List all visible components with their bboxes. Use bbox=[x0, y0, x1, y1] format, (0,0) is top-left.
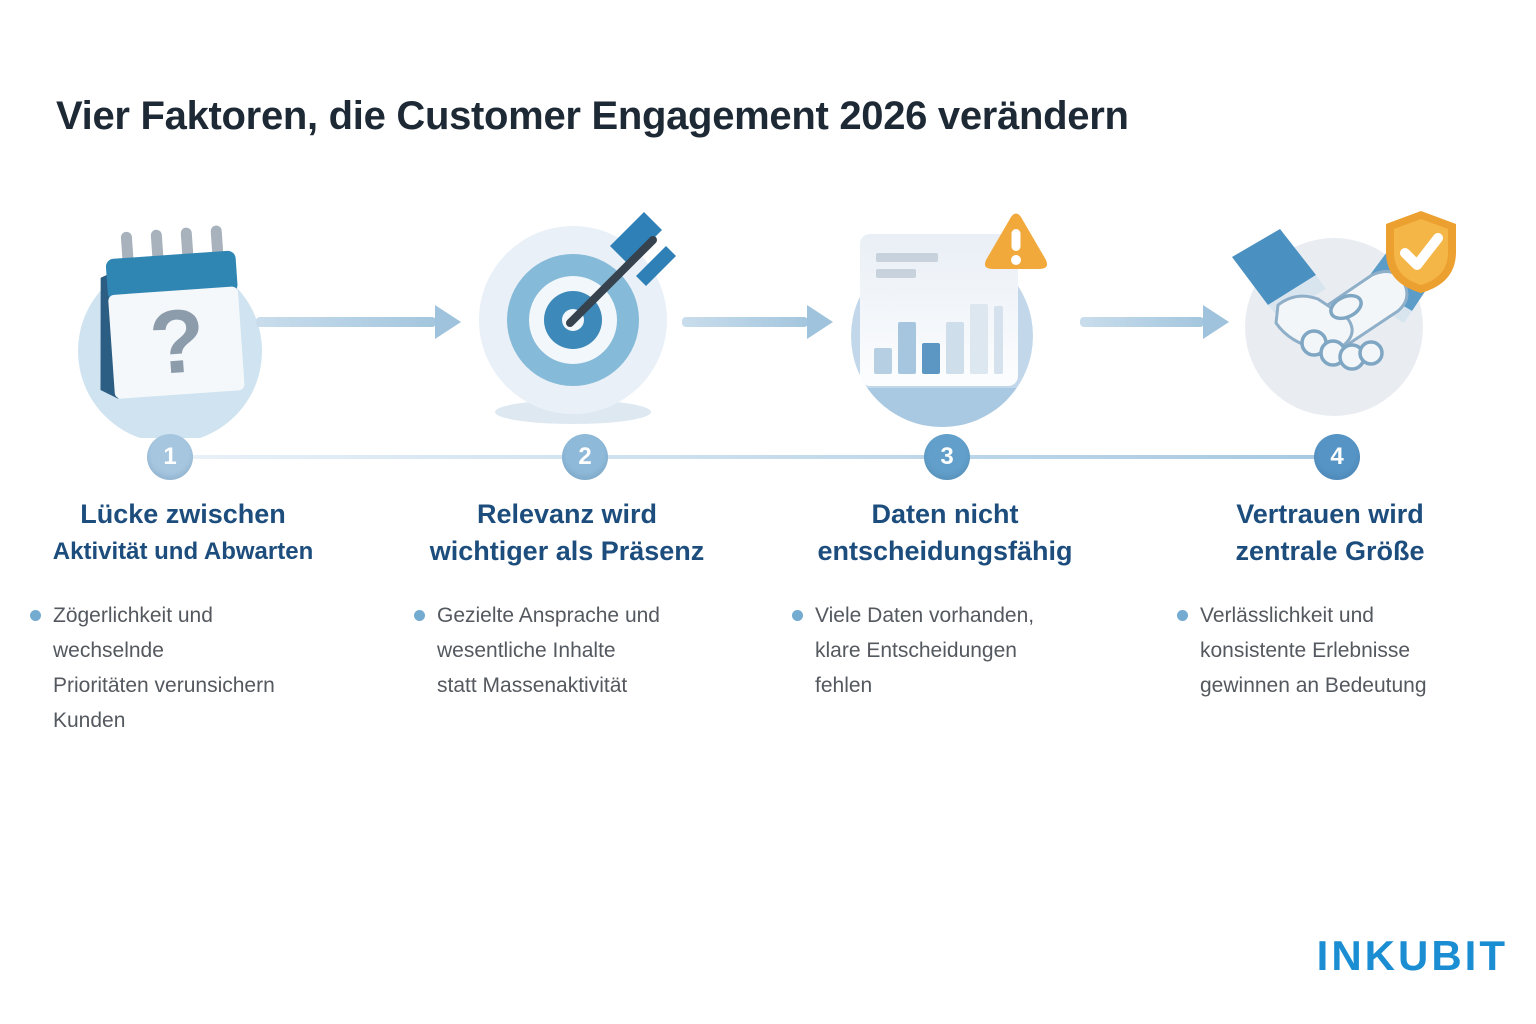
step-column-4: Vertrauen wird zentrale Größe Verlässlic… bbox=[1165, 496, 1495, 703]
step-heading: Relevanz wird wichtiger als Präsenz bbox=[402, 496, 732, 570]
step-heading-line1: Vertrauen wird bbox=[1236, 499, 1424, 529]
step-heading: Lücke zwischen Aktivität und Abwarten bbox=[18, 496, 348, 570]
bullet-text: Viele Daten vorhanden, klare Entscheidun… bbox=[815, 604, 1035, 697]
bullet-text: Gezielte Ansprache und wesentliche Inhal… bbox=[437, 604, 660, 697]
step-heading: Daten nicht entscheidungsfähig bbox=[780, 496, 1110, 570]
calendar-question-icon: ? bbox=[78, 225, 262, 438]
step-heading: Vertrauen wird zentrale Größe bbox=[1165, 496, 1495, 570]
step-heading-line2: zentrale Größe bbox=[1235, 536, 1425, 566]
step-heading-line2: wichtiger als Präsenz bbox=[429, 536, 705, 566]
bullet-item: Gezielte Ansprache und wesentliche Inhal… bbox=[402, 598, 732, 703]
step-number-badge-4: 4 bbox=[1314, 434, 1360, 480]
bullet-dot bbox=[792, 610, 803, 621]
chart-warning-icon bbox=[851, 213, 1048, 427]
bullet-dot bbox=[414, 610, 425, 621]
page-title: Vier Faktoren, die Customer Engagement 2… bbox=[56, 94, 1129, 138]
inkubit-logo: INKUBIT bbox=[1316, 932, 1508, 979]
svg-text:?: ? bbox=[146, 291, 208, 395]
handshake-shield-icon bbox=[1232, 211, 1456, 416]
timeline-connector bbox=[170, 455, 1337, 459]
right-arrow-icon bbox=[256, 305, 461, 339]
step-heading-line1: Relevanz wird bbox=[476, 499, 658, 529]
right-arrow-icon bbox=[1080, 305, 1229, 339]
bullet-text: Verlässlichkeit und konsistente Erlebnis… bbox=[1200, 604, 1427, 697]
step-heading-line2: entscheidungsfähig bbox=[817, 536, 1073, 566]
step-column-2: Relevanz wird wichtiger als Präsenz Gezi… bbox=[402, 496, 732, 703]
step-column-1: Lücke zwischen Aktivität und Abwarten Zö… bbox=[18, 496, 348, 738]
step-column-3: Daten nicht entscheidungsfähig Viele Dat… bbox=[780, 496, 1110, 703]
bullet-item: Verlässlichkeit und konsistente Erlebnis… bbox=[1165, 598, 1495, 703]
bullet-item: Zögerlichkeit und wechselnde Prioritäten… bbox=[18, 598, 348, 738]
step-number-badge-2: 2 bbox=[562, 434, 608, 480]
target-arrow-icon bbox=[479, 212, 676, 424]
bullet-item: Viele Daten vorhanden, klare Entscheidun… bbox=[780, 598, 1110, 703]
step-number-badge-3: 3 bbox=[924, 434, 970, 480]
bullet-text: Zögerlichkeit und wechselnde Prioritäten… bbox=[53, 604, 275, 732]
step-number-badge-1: 1 bbox=[147, 434, 193, 480]
bullet-dot bbox=[30, 610, 41, 621]
step-heading-line2: Aktivität und Abwarten bbox=[52, 538, 314, 565]
bullet-dot bbox=[1177, 610, 1188, 621]
step-heading-line1: Daten nicht bbox=[871, 499, 1019, 529]
step-heading-line1: Lücke zwischen bbox=[80, 499, 286, 529]
right-arrow-icon bbox=[682, 305, 833, 339]
